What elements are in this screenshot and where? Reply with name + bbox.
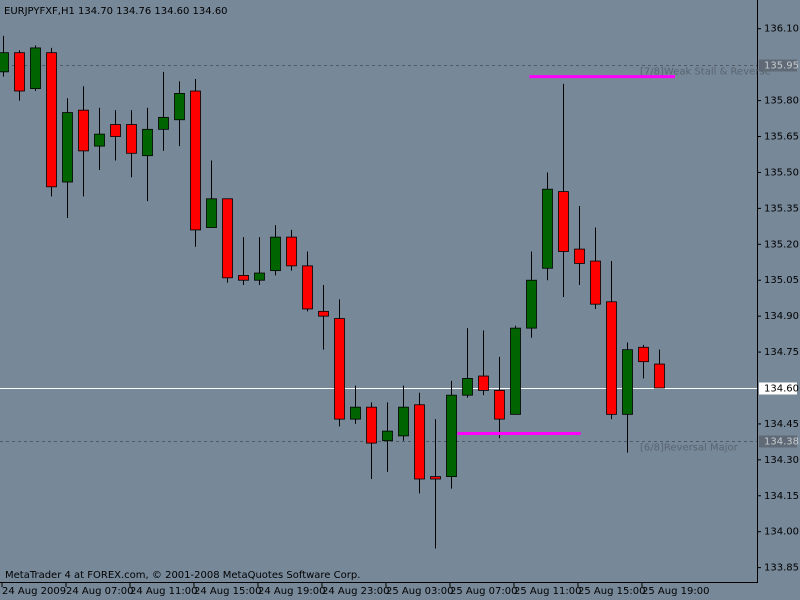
- candle-body: [62, 112, 73, 183]
- y-tick-label: 133.85: [764, 563, 799, 574]
- candle-body: [126, 124, 137, 154]
- current-price-box: [759, 382, 797, 395]
- y-tick-label: 134.90: [764, 311, 799, 322]
- y-tick-label: 135.80: [764, 96, 799, 107]
- y-tick-label: 134.30: [764, 455, 799, 466]
- candle-body: [206, 198, 217, 228]
- y-tick-label: 135.35: [764, 203, 799, 214]
- y-tick-label: 135.65: [764, 132, 799, 143]
- candle-body: [366, 406, 377, 444]
- candle-body: [606, 301, 617, 415]
- y-tick-label: 134.00: [764, 527, 799, 538]
- x-tick-label: 24 Aug 11:00: [130, 586, 197, 597]
- candle-body: [462, 378, 473, 396]
- candle-body: [494, 389, 505, 420]
- y-tick-label: 134.15: [764, 491, 799, 502]
- candle-body: [654, 363, 665, 389]
- candle-body: [638, 346, 649, 363]
- candle-body: [622, 349, 633, 415]
- x-tick-label: 24 Aug 19:00: [258, 586, 325, 597]
- candle-body: [318, 310, 329, 317]
- candle-body: [46, 52, 57, 188]
- candle-body: [446, 394, 457, 478]
- y-tick-label: 134.75: [764, 347, 799, 358]
- candle-body: [254, 272, 265, 281]
- x-tick-label: 24 Aug 07:00: [66, 586, 133, 597]
- candle-body: [382, 430, 393, 442]
- candle-body: [190, 90, 201, 231]
- y-tick-label: 134.45: [764, 419, 799, 430]
- y-tick-label: 135.05: [764, 275, 799, 286]
- candle-body: [142, 128, 153, 157]
- candle-body: [590, 260, 601, 305]
- candle-body: [398, 406, 409, 437]
- x-tick-label: 25 Aug 03:00: [386, 586, 453, 597]
- x-tick-label: 24 Aug 2009: [2, 586, 66, 597]
- y-tick-label: 136.10: [764, 24, 799, 35]
- x-tick-label: 25 Aug 15:00: [578, 586, 645, 597]
- candle-body: [110, 124, 121, 137]
- candle-body: [0, 52, 9, 73]
- candle-body: [526, 279, 537, 329]
- y-tick-label: 135.50: [764, 167, 799, 178]
- x-tick-label: 25 Aug 19:00: [642, 586, 709, 597]
- level-box: [759, 435, 797, 448]
- x-tick-label: 24 Aug 23:00: [322, 586, 389, 597]
- candle-body: [30, 47, 41, 90]
- candle-body: [350, 406, 361, 420]
- candle-body: [222, 198, 233, 279]
- candle-body: [238, 275, 249, 281]
- y-tick-label: 135.20: [764, 239, 799, 250]
- x-tick-label: 25 Aug 11:00: [514, 586, 581, 597]
- candle-body: [158, 116, 169, 130]
- level-text: [6/8]Reversal Major: [640, 443, 739, 454]
- level-box: [759, 59, 797, 72]
- candle-body: [270, 236, 281, 272]
- candle-body: [558, 191, 569, 252]
- candle-body: [334, 318, 345, 420]
- candle-body: [510, 327, 521, 415]
- level-price: 134.38: [764, 437, 799, 448]
- candle-body: [78, 109, 89, 152]
- candle-body: [286, 236, 297, 267]
- candle-body: [94, 133, 105, 147]
- candle-body: [478, 375, 489, 391]
- chart-title: EURJPYFXF,H1 134.70 134.76 134.60 134.60: [4, 6, 228, 17]
- candle-body: [174, 93, 185, 121]
- candle-body: [414, 404, 425, 480]
- candle-body: [574, 248, 585, 264]
- footer: MetaTrader 4 at FOREX.com, © 2001-2008 M…: [5, 570, 360, 581]
- candle-body: [14, 52, 25, 92]
- candle-body: [302, 265, 313, 310]
- candle-body: [430, 476, 441, 480]
- level-text: [7/8]Weak Stall & Reverse: [640, 67, 771, 78]
- x-tick-label: 24 Aug 15:00: [194, 586, 261, 597]
- candle-body: [542, 188, 553, 269]
- level-price: 135.95: [764, 61, 799, 72]
- current-price: 134.60: [764, 384, 799, 395]
- x-tick-label: 25 Aug 07:00: [450, 586, 517, 597]
